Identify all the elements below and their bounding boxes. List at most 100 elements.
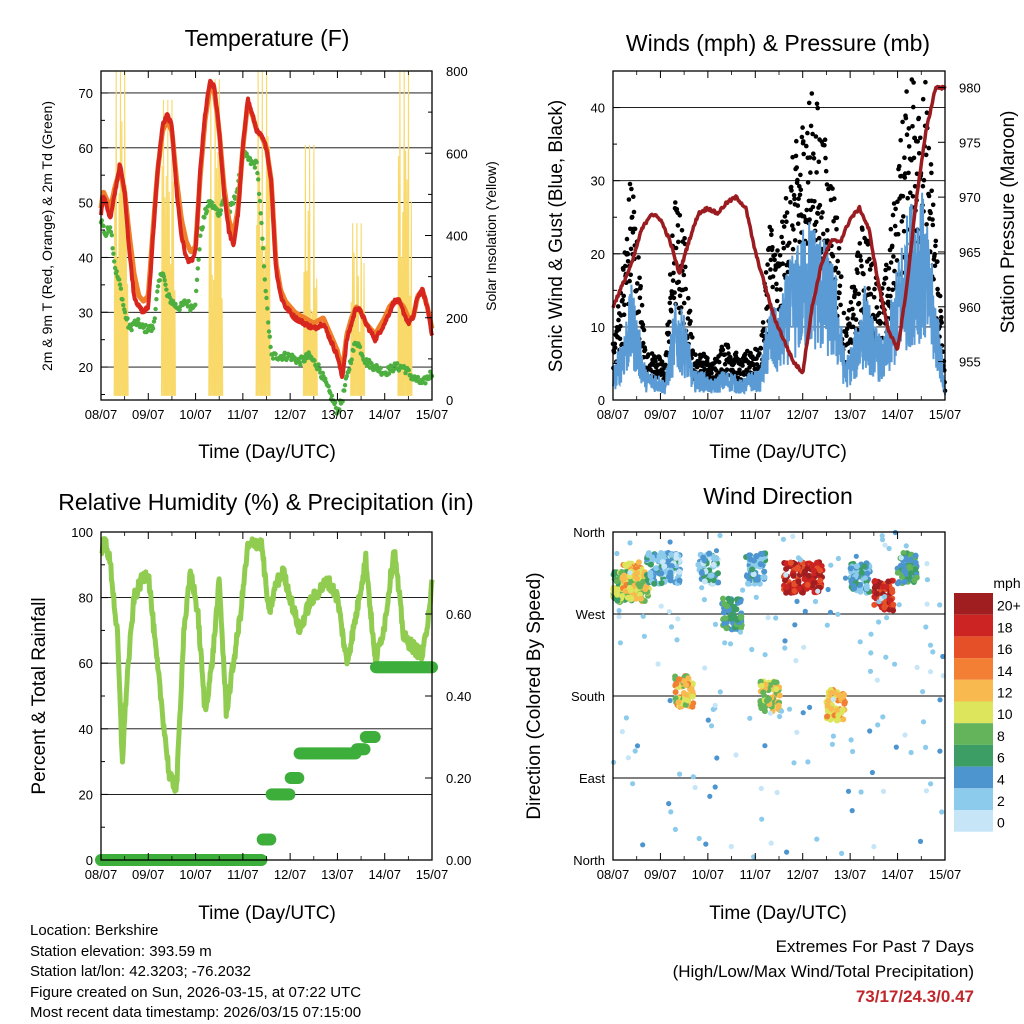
direction-point — [920, 719, 927, 725]
colorbar-label: 6 — [997, 750, 1005, 766]
gust-point — [780, 261, 785, 267]
direction-point — [809, 582, 816, 589]
dewpoint-point — [117, 282, 123, 287]
dewpoint-point — [110, 246, 115, 251]
dewpoint-point — [153, 306, 158, 312]
gust-point — [748, 350, 753, 356]
gust-point — [616, 317, 621, 323]
dewpoint-point — [120, 297, 125, 302]
temperature-title: Temperature (F) — [185, 25, 350, 51]
gust-point — [632, 226, 638, 232]
gust-point — [676, 239, 681, 245]
dewpoint-point — [150, 326, 156, 331]
gust-point — [844, 326, 850, 332]
gust-point — [923, 79, 928, 85]
direction-point — [619, 729, 625, 735]
gust-point — [821, 231, 826, 237]
gust-point — [679, 228, 685, 233]
direction-point — [787, 559, 794, 566]
direction-point — [767, 710, 774, 716]
gust-point — [770, 284, 775, 290]
gust-point — [853, 287, 858, 293]
gust-point — [792, 238, 798, 243]
dewpoint-point — [173, 301, 178, 307]
dewpoint-point — [186, 298, 191, 304]
colorbar-box — [954, 636, 993, 659]
direction-point — [873, 590, 880, 597]
gust-point — [741, 372, 747, 377]
gust-point — [612, 345, 618, 351]
direction-point — [713, 548, 720, 554]
gust-point — [798, 187, 804, 192]
direction-point — [817, 567, 824, 574]
direction-point — [758, 682, 765, 689]
gust-point — [722, 361, 728, 367]
pressure-line — [611, 84, 947, 375]
direction-point — [894, 569, 901, 576]
humidity-line — [99, 536, 435, 794]
gust-point — [806, 100, 812, 106]
direction-point — [666, 609, 672, 615]
gust-point — [676, 279, 681, 285]
direction-point — [889, 589, 896, 596]
x-tick-label: 08/07 — [85, 407, 118, 422]
dewpoint-point — [200, 225, 205, 230]
gust-point — [906, 126, 912, 131]
gust-point — [903, 115, 909, 121]
gust-point — [798, 172, 803, 178]
dewpoint-point — [154, 297, 159, 302]
gust-point — [788, 200, 793, 205]
gust-point — [788, 184, 794, 190]
y-tick-label: 40 — [591, 101, 605, 116]
direction-point — [677, 771, 683, 777]
direction-point — [876, 619, 882, 625]
winds-ylabel: Sonic Wind & Gust (Blue, Black) — [546, 100, 567, 372]
gust-point — [933, 243, 938, 249]
direction-point — [841, 691, 848, 698]
colorbar-box — [954, 614, 993, 637]
gust-point — [861, 271, 866, 277]
direction-series — [610, 529, 946, 860]
dewpoint-point — [351, 348, 356, 353]
gust-point — [624, 236, 630, 242]
direction-point — [776, 692, 783, 699]
dewpoint-point — [257, 198, 263, 204]
y-tick-label: 20 — [79, 360, 93, 375]
direction-point — [853, 563, 860, 570]
direction-point — [614, 591, 621, 598]
gust-point — [915, 139, 920, 144]
y2-tick-label: 955 — [959, 355, 981, 370]
direction-point — [765, 695, 772, 702]
gust-point — [808, 123, 814, 129]
gust-point — [820, 210, 825, 215]
direction-point — [794, 729, 800, 735]
direction-point — [907, 557, 914, 564]
dewpoint-point — [357, 344, 363, 350]
gust-point — [629, 214, 635, 220]
gust-point — [772, 257, 777, 263]
direction-point — [634, 575, 641, 582]
gust-point — [801, 214, 807, 219]
gust-point — [926, 193, 932, 199]
x-tick-label: 15/07 — [929, 867, 962, 882]
direction-point — [817, 577, 824, 584]
direction-point — [723, 625, 730, 632]
x-tick-label: 13/07 — [834, 867, 867, 882]
gust-point — [813, 134, 819, 139]
dewpoint-point — [108, 229, 114, 235]
gust-point — [636, 255, 641, 260]
gust-point — [928, 210, 933, 216]
y-tick-label: 60 — [79, 656, 93, 671]
gust-point — [805, 180, 811, 185]
direction-point — [707, 793, 713, 799]
direction-point — [928, 781, 934, 787]
direction-point — [684, 697, 691, 704]
colorbar-box — [954, 658, 993, 680]
direction-point — [939, 809, 945, 815]
gust-point — [835, 258, 840, 264]
direction-point — [858, 789, 864, 795]
direction-point — [790, 572, 797, 579]
direction-point — [689, 680, 696, 687]
gust-point — [781, 245, 787, 251]
gust-point — [784, 219, 789, 224]
